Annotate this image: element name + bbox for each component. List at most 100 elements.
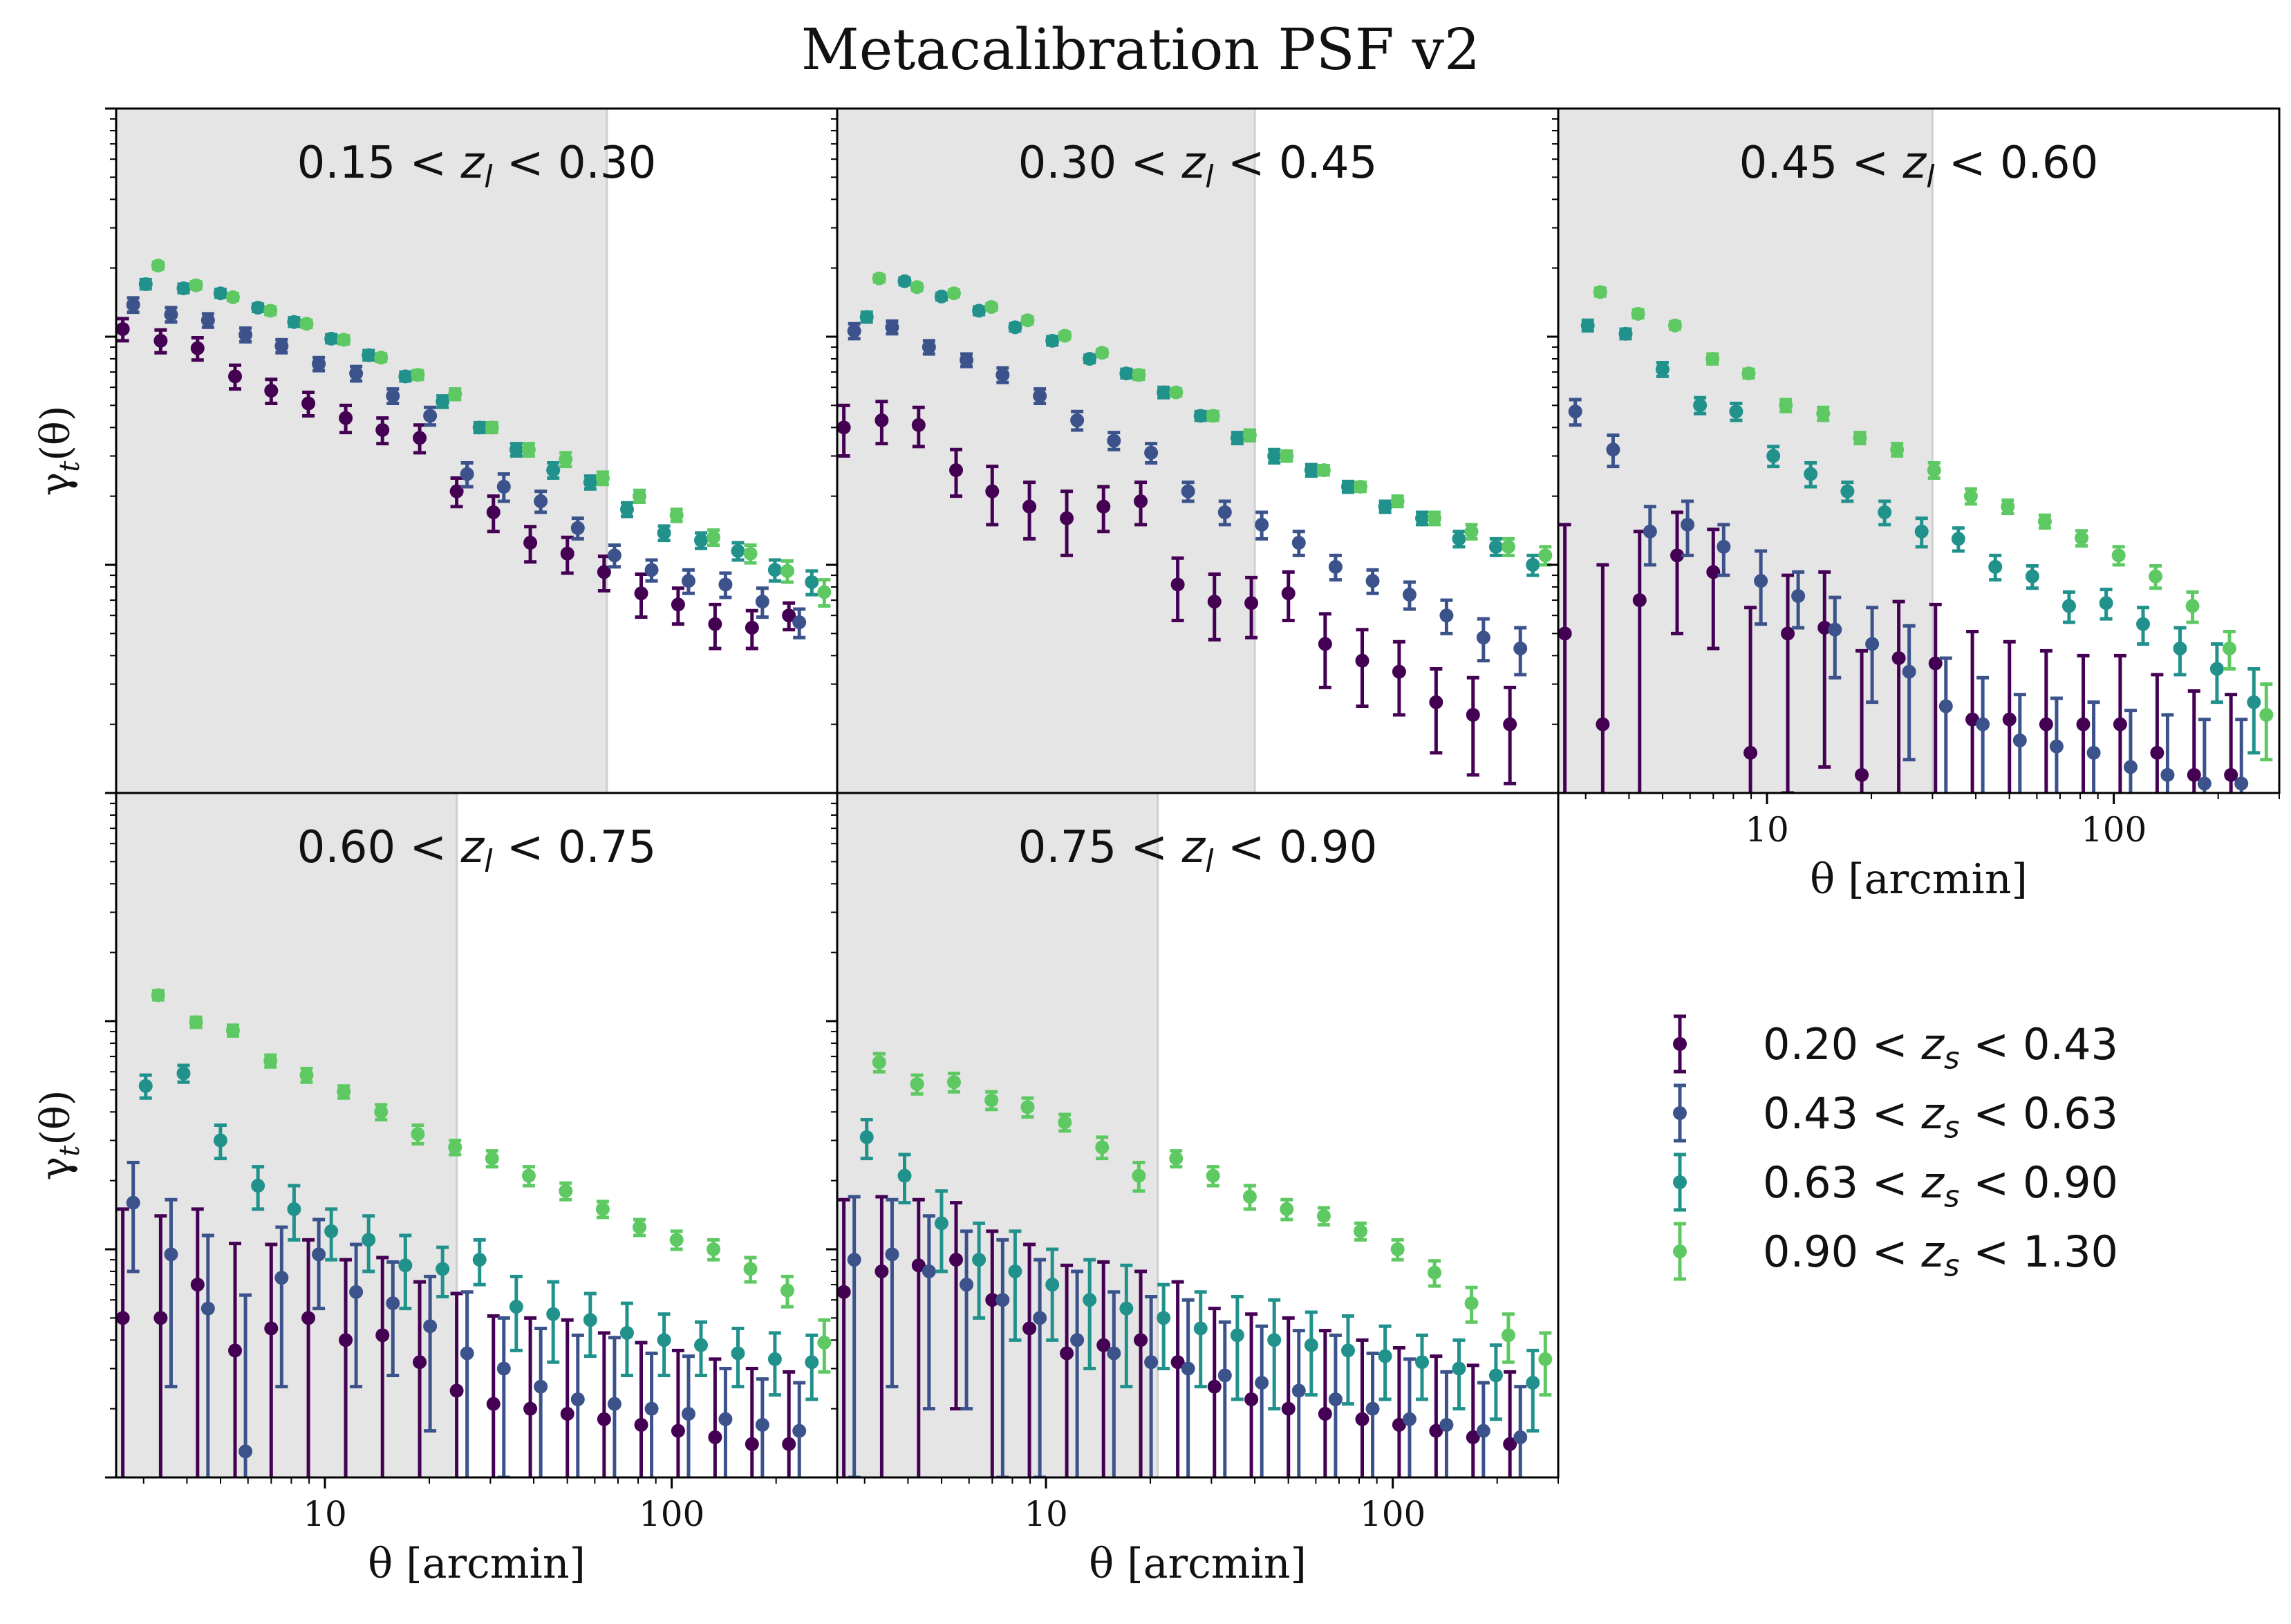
data-point bbox=[486, 505, 501, 519]
series-2 bbox=[1568, 398, 2249, 793]
series-2 bbox=[847, 1195, 1528, 1477]
data-point bbox=[805, 1355, 819, 1370]
data-point bbox=[949, 1253, 964, 1267]
data-point bbox=[460, 1346, 474, 1361]
data-point bbox=[1304, 463, 1318, 478]
data-point bbox=[1244, 1392, 1259, 1407]
data-point bbox=[1255, 1376, 1269, 1390]
data-point bbox=[657, 1333, 671, 1347]
data-point bbox=[1267, 449, 1282, 463]
data-point bbox=[1181, 484, 1195, 498]
axes-frame bbox=[1557, 107, 2281, 794]
data-point bbox=[1717, 539, 1731, 554]
legend: 0.20 < zs < 0.43 0.43 < zs < 0.63 0.63 < z… bbox=[1673, 1014, 2118, 1284]
data-point bbox=[1022, 499, 1037, 514]
data-point bbox=[1503, 717, 1517, 731]
data-point bbox=[1144, 445, 1159, 460]
data-point bbox=[2149, 569, 2163, 584]
data-point bbox=[708, 617, 722, 631]
data-point bbox=[910, 280, 924, 295]
data-point bbox=[1390, 1242, 1405, 1256]
data-point bbox=[681, 574, 695, 588]
data-point bbox=[671, 597, 685, 612]
data-point bbox=[792, 615, 807, 630]
data-point bbox=[116, 1311, 130, 1325]
data-point bbox=[934, 289, 948, 304]
data-point bbox=[1328, 1392, 1343, 1407]
data-point bbox=[398, 369, 413, 384]
data-point bbox=[644, 1401, 659, 1416]
data-point bbox=[1914, 524, 1929, 539]
panel-title: 0.45 < zl < 0.60 bbox=[1739, 138, 2099, 195]
data-layer bbox=[116, 988, 832, 1477]
data-point bbox=[1033, 389, 1047, 403]
panel-title: 0.30 < zl < 0.45 bbox=[1018, 138, 1378, 195]
data-point bbox=[2259, 708, 2274, 722]
data-point bbox=[1365, 574, 1380, 588]
data-point bbox=[1060, 511, 1074, 525]
data-point bbox=[1170, 577, 1185, 592]
data-point bbox=[1008, 320, 1022, 335]
data-point bbox=[1580, 318, 1595, 333]
legend-marker bbox=[1673, 1106, 1687, 1120]
data-point bbox=[559, 1184, 573, 1198]
data-point bbox=[2076, 717, 2091, 731]
data-point bbox=[287, 1202, 301, 1216]
legend-marker bbox=[1673, 1037, 1687, 1051]
data-point bbox=[2173, 641, 2187, 655]
data-point bbox=[2113, 717, 2127, 731]
data-point bbox=[1606, 442, 1620, 457]
data-point bbox=[1538, 1352, 1553, 1366]
data-point bbox=[1169, 385, 1184, 400]
data-point bbox=[301, 1311, 316, 1325]
data-point bbox=[1157, 1311, 1171, 1325]
data-point bbox=[1596, 717, 1610, 731]
data-point bbox=[138, 277, 153, 291]
data-point bbox=[1976, 717, 1990, 731]
data-point bbox=[792, 1424, 807, 1438]
data-point bbox=[264, 1321, 279, 1336]
data-point bbox=[560, 1407, 574, 1421]
data-point bbox=[1878, 505, 1892, 519]
data-point bbox=[1791, 589, 1806, 604]
data-point bbox=[1354, 480, 1368, 494]
data-point bbox=[1439, 608, 1454, 623]
data-point bbox=[817, 1335, 832, 1350]
data-point bbox=[1022, 1321, 1037, 1336]
series-1 bbox=[116, 1207, 796, 1477]
data-point bbox=[1558, 626, 1572, 641]
data-point bbox=[1267, 1333, 1282, 1347]
data-point bbox=[1318, 1407, 1332, 1421]
data-point bbox=[1988, 559, 2003, 574]
data-point bbox=[707, 530, 721, 545]
data-point bbox=[1743, 745, 1758, 760]
legend-entry: 0.20 < zs < 0.43 bbox=[1673, 1014, 2118, 1076]
data-point bbox=[274, 339, 289, 353]
data-point bbox=[2075, 531, 2089, 545]
data-point bbox=[984, 1093, 999, 1108]
data-point bbox=[859, 1130, 874, 1144]
data-point bbox=[2037, 514, 2052, 529]
data-point bbox=[859, 310, 874, 324]
data-point bbox=[1853, 431, 1867, 445]
series-1 bbox=[1558, 510, 2238, 793]
data-point bbox=[1538, 548, 1553, 563]
data-point bbox=[485, 1151, 499, 1166]
data-point bbox=[946, 286, 961, 301]
data-point bbox=[1855, 767, 1869, 782]
data-point bbox=[1927, 463, 1941, 478]
data-point bbox=[1132, 1168, 1146, 1183]
data-layer bbox=[837, 1052, 1553, 1477]
data-point bbox=[1891, 651, 1906, 665]
data-point bbox=[583, 475, 597, 489]
data-point bbox=[1501, 539, 1515, 554]
data-point bbox=[546, 463, 561, 478]
data-point bbox=[875, 1264, 889, 1278]
data-point bbox=[301, 396, 316, 411]
data-point bbox=[153, 1311, 168, 1325]
data-point bbox=[448, 387, 462, 402]
data-point bbox=[1452, 532, 1466, 546]
data-point bbox=[349, 366, 364, 381]
data-point bbox=[2025, 569, 2039, 584]
legend-label: 0.20 < zs < 0.43 bbox=[1763, 1019, 2118, 1076]
